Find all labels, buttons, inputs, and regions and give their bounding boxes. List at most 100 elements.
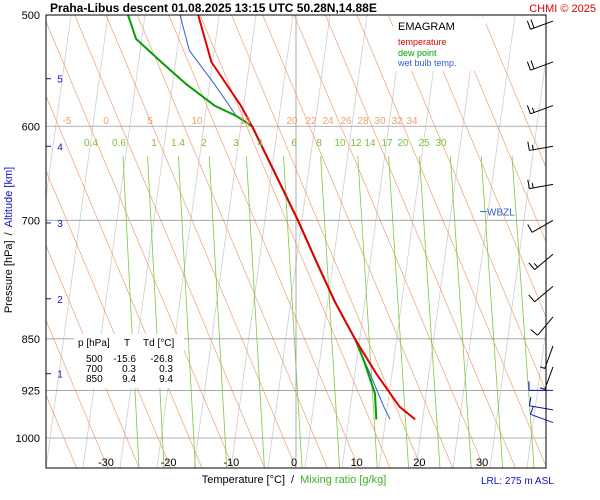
isotherm [356, 15, 546, 467]
legend-wet-bulb: wet bulb temp. [397, 58, 457, 68]
altitude-tick-label: 1 [57, 370, 63, 381]
dry-adiabat [193, 15, 257, 468]
data-table-box [74, 334, 184, 388]
table-cell: 500 [86, 354, 103, 365]
altitude-tick-label: 5 [57, 75, 63, 86]
mixing-ratio-line [283, 156, 303, 468]
dry-adiabat [230, 15, 294, 468]
isotherm-label: 10 [191, 116, 203, 127]
wind-barb-staff [531, 219, 554, 233]
pressure-tick-label: 700 [22, 215, 40, 227]
isotherm [481, 15, 546, 169]
mixing-ratio-label: 1 [151, 138, 157, 149]
pressure-tick-label: 600 [22, 121, 40, 133]
mixing-ratio-line [320, 156, 341, 468]
dry-adiabat [267, 15, 331, 468]
isotherm-label: 22 [305, 116, 317, 127]
wind-barb-feather [533, 263, 538, 268]
wind-barb-staff [530, 105, 554, 115]
wind-barb-feather [526, 61, 531, 71]
lrl-label: LRL: 275 m ASL [481, 476, 554, 487]
mixing-ratio-line [511, 156, 535, 468]
wind-barb-feather [531, 107, 535, 113]
wind-barb [526, 105, 554, 115]
mixing-ratio-label: 8 [316, 138, 322, 149]
dry-adiabat [489, 56, 546, 468]
isotherm [419, 15, 546, 318]
wind-barb-feather [530, 19, 535, 29]
isotherm-label: -5 [63, 116, 72, 127]
table-cell: -15.6 [113, 354, 136, 365]
temperature-tick-label: -20 [161, 457, 177, 469]
wind-barb-feather [531, 182, 534, 189]
x-axis-label-temperature: Temperature [°C] [202, 474, 285, 486]
dry-adiabat [378, 15, 442, 468]
altitude-tick-label: 3 [57, 219, 63, 230]
isotherm [46, 244, 140, 468]
profile-lines [127, 15, 416, 421]
copyright: CHMI © 2025 [529, 3, 596, 15]
wind-barb-feather [528, 294, 535, 303]
dry-adiabat [341, 15, 405, 468]
wbzl-label: WBZL [487, 208, 515, 219]
wind-barb-feather [527, 141, 530, 151]
mixing-ratio-line [178, 156, 196, 468]
dry-adiabat [46, 15, 72, 201]
mixing-ratio-line [449, 156, 472, 468]
isotherm-label: 20 [286, 116, 298, 127]
pressure-tick-label: 500 [22, 10, 40, 22]
mixing-ratio-line [593, 156, 600, 468]
isotherm [46, 170, 171, 468]
table-header-td: Td [°C] [143, 338, 174, 349]
y-axis-label-pressure: Pressure [hPa] [3, 240, 15, 313]
wind-barb-feather [526, 20, 531, 30]
mixing-ratio-label: 14 [364, 138, 376, 149]
table-cell: 9.4 [159, 374, 173, 385]
mixing-ratio-label: 4 [257, 138, 263, 149]
wind-barb-feather [527, 224, 533, 233]
isotherm-label: 34 [406, 116, 418, 127]
dry-adiabat [415, 15, 479, 468]
wind-barb-feather [530, 329, 538, 336]
mixing-ratio-line [357, 156, 378, 468]
isotherm [387, 15, 546, 393]
mixing-ratio-label: 20 [397, 138, 409, 149]
dry-adiabat [526, 326, 546, 468]
legend-temperature: temperature [398, 37, 447, 47]
mixing-ratio-line [122, 156, 140, 468]
mixing-ratio-line [208, 156, 228, 468]
wind-barb-staff [530, 61, 554, 71]
dry-adiabat [564, 15, 600, 468]
mixing-ratio-label: 1.4 [171, 138, 185, 149]
wind-barb [526, 60, 554, 71]
mixing-ratio-label: 0.4 [84, 138, 98, 149]
chart-title: Praha-Libus descent 01.08.2025 13:15 UTC… [50, 1, 377, 15]
wind-barb-staff [537, 316, 554, 336]
dry-adiabat [119, 15, 183, 468]
wind-barb-feather [529, 405, 534, 415]
dry-adiabat [82, 15, 146, 468]
mixing-ratio-label: 3 [233, 138, 239, 149]
pressure-tick-label: 850 [22, 334, 40, 346]
wind-barb [526, 19, 554, 30]
dry-adiabat [452, 15, 516, 468]
temperature-tick-label: 0 [291, 457, 297, 469]
mixing-ratio-line [388, 156, 409, 468]
isotherm-label: 28 [357, 116, 369, 127]
background-grid [46, 15, 600, 468]
mixing-ratio-label: 2 [201, 138, 207, 149]
table-header-t: T [124, 338, 130, 349]
isotherm [74, 15, 265, 468]
mixing-ratio-line [480, 156, 504, 468]
x-axis-title: Temperature [°C] / Mixing ratio [g/kg] [202, 474, 387, 486]
isotherm-label: 30 [374, 116, 386, 127]
table-cell: 850 [86, 374, 103, 385]
y-axis-title: Pressure [hPa] / Altitude [km] [3, 167, 15, 313]
mixing-ratio-label: 17 [381, 138, 393, 149]
temperature-tick-label: 20 [413, 457, 425, 469]
wind-barb-staff [530, 413, 554, 424]
wind-barb-feather [528, 396, 532, 406]
wind-barb-feather [527, 179, 530, 189]
